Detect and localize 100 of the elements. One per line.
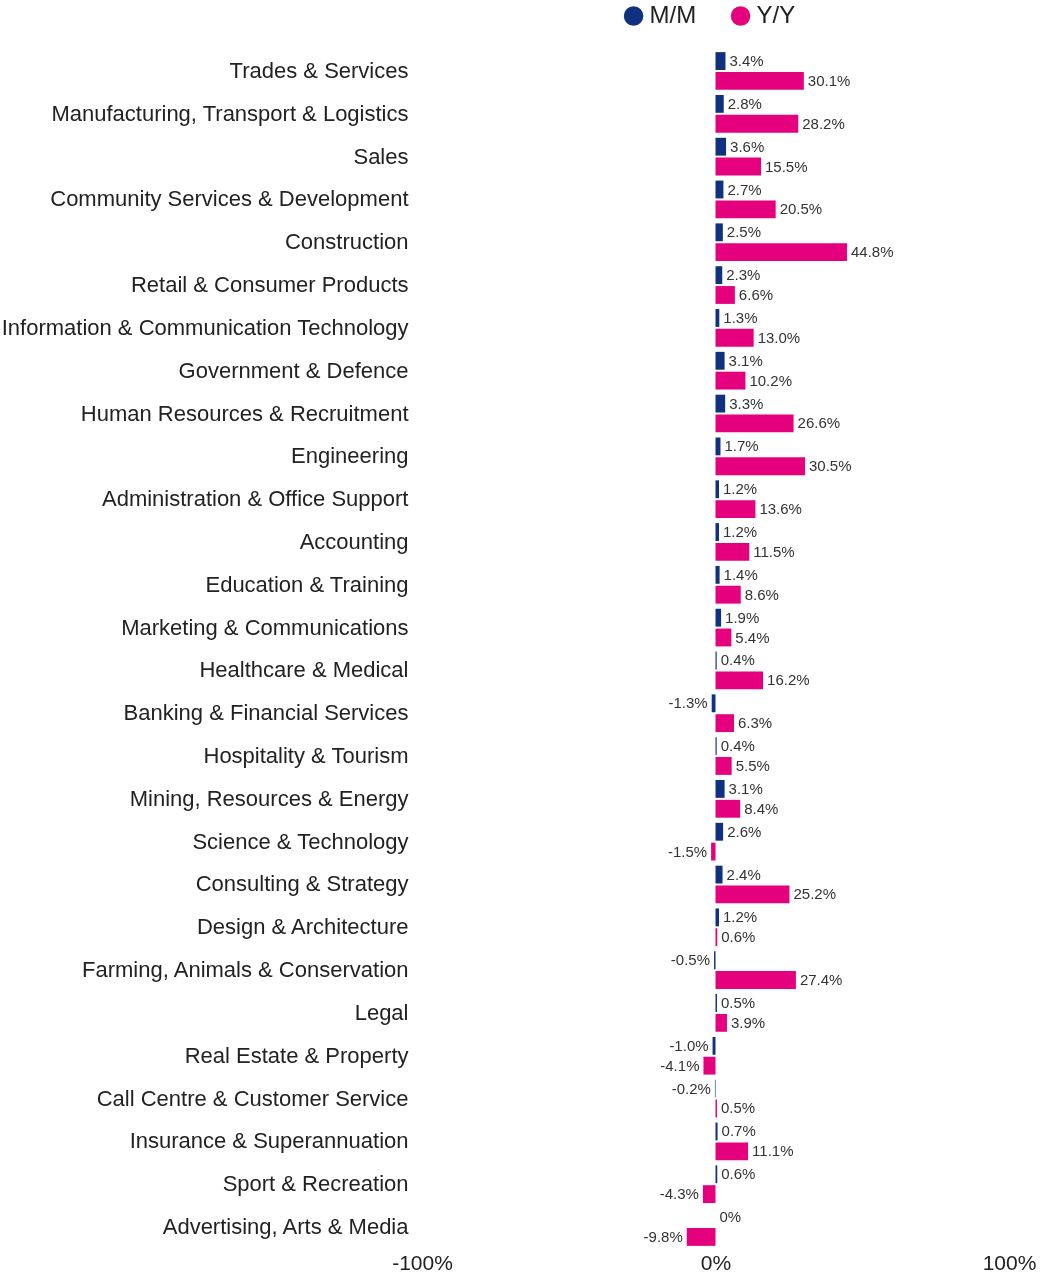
y-tick-label: Manufacturing, Transport & Logistics — [51, 100, 409, 126]
data-label: 1.9% — [725, 608, 760, 626]
x-tick-label: 100% — [982, 1250, 1037, 1274]
bar — [715, 223, 723, 242]
y-tick-label: Insurance & Superannuation — [129, 1128, 409, 1154]
y-tick-label: Community Services & Development — [50, 186, 409, 212]
data-label: 1.2% — [723, 908, 758, 926]
data-label: 3.6% — [730, 137, 765, 155]
bar — [715, 1122, 718, 1141]
data-label: -4.3% — [659, 1185, 699, 1203]
data-label: 10.2% — [749, 371, 792, 389]
data-label: 0.6% — [721, 928, 756, 946]
y-tick-label: Consulting & Strategy — [195, 871, 409, 897]
y-tick-label: Farming, Animals & Conservation — [82, 957, 409, 983]
y-tick-label: Real Estate & Property — [184, 1042, 409, 1068]
data-label: 8.6% — [744, 585, 779, 603]
data-label: 1.2% — [723, 480, 758, 498]
bar — [715, 799, 741, 818]
data-label: 16.2% — [767, 671, 810, 689]
y-tick-label: Retail & Consumer Products — [130, 272, 409, 298]
y-tick-label: Administration & Office Support — [101, 486, 409, 512]
data-label: -9.8% — [643, 1227, 683, 1245]
data-label: 5.5% — [735, 756, 770, 774]
y-tick-label: Human Resources & Recruitment — [80, 400, 409, 426]
data-label: 28.2% — [802, 114, 845, 132]
data-label: 0.4% — [720, 737, 755, 755]
data-label: 3.1% — [728, 779, 763, 797]
bar — [715, 114, 799, 133]
data-label: 0.5% — [720, 1099, 756, 1117]
y-tick-label: Legal — [354, 999, 409, 1025]
data-label: 5.4% — [735, 628, 770, 646]
data-label: 27.4% — [799, 971, 843, 989]
bar — [702, 1185, 716, 1204]
bar — [715, 500, 756, 518]
data-label: -1.0% — [669, 1036, 709, 1054]
data-label: 30.5% — [809, 457, 852, 475]
data-label: 2.3% — [726, 266, 761, 284]
y-tick-label: Construction — [284, 229, 409, 255]
data-label: 13.6% — [759, 500, 802, 518]
x-tick-label: 0% — [700, 1250, 732, 1274]
y-tick-label: Hospitality & Tourism — [203, 743, 409, 769]
bar — [715, 457, 806, 476]
data-label: 6.6% — [738, 285, 774, 303]
data-label: 1.4% — [723, 565, 758, 583]
data-label: 2.5% — [726, 223, 762, 241]
data-label: 25.2% — [793, 885, 837, 903]
data-label: -0.2% — [671, 1079, 711, 1097]
bar — [715, 137, 727, 156]
data-label: 1.2% — [723, 523, 758, 541]
data-label: 3.9% — [730, 1013, 766, 1031]
data-label: 26.6% — [797, 414, 841, 432]
y-tick-label: Science & Technology — [192, 828, 409, 854]
y-tick-label: Marketing & Communications — [121, 614, 409, 640]
bar — [715, 780, 725, 798]
bar — [715, 1013, 727, 1032]
data-label: 11.5% — [753, 542, 795, 560]
data-label: 2.6% — [727, 822, 762, 840]
y-tick-label: Sales — [353, 143, 409, 169]
bar — [711, 842, 716, 861]
data-label: 11.1% — [752, 1142, 794, 1160]
bar — [715, 394, 726, 413]
data-label: 30.1% — [807, 71, 851, 89]
data-label: 20.5% — [779, 200, 823, 218]
data-label: 0.4% — [720, 651, 755, 669]
y-tick-label: Trades & Services — [229, 57, 409, 83]
bar — [712, 1036, 716, 1055]
bar — [711, 694, 716, 713]
legend-label: Y/Y — [756, 1, 796, 28]
bar — [703, 1056, 716, 1075]
data-label: 0.6% — [721, 1165, 756, 1183]
data-label: 0.5% — [720, 994, 756, 1012]
data-label: -1.3% — [668, 694, 708, 712]
bar — [715, 714, 734, 733]
y-tick-label: Accounting — [299, 528, 409, 554]
bar — [715, 885, 790, 904]
y-tick-label: Design & Architecture — [196, 914, 409, 940]
y-tick-label: Engineering — [291, 443, 409, 469]
data-label: 0.7% — [721, 1122, 756, 1140]
data-label: -1.5% — [667, 842, 708, 860]
data-label: 8.4% — [744, 799, 779, 817]
bar — [715, 971, 796, 989]
bar — [715, 565, 720, 584]
bar — [715, 243, 847, 262]
bar — [715, 52, 726, 70]
x-tick-label: -100% — [392, 1250, 453, 1274]
bar — [715, 757, 732, 775]
data-label: -4.1% — [660, 1056, 700, 1074]
data-label: 3.4% — [729, 52, 764, 70]
bar — [715, 865, 723, 884]
bar — [715, 542, 750, 561]
bar — [715, 414, 794, 433]
bar — [715, 328, 754, 347]
bar — [715, 608, 722, 627]
y-tick-label: Call Centre & Customer Service — [96, 1085, 409, 1111]
data-label: 3.3% — [729, 394, 764, 412]
data-label: -0.5% — [670, 951, 711, 969]
data-label: 2.7% — [727, 180, 762, 198]
data-label: 2.4% — [726, 865, 761, 883]
legend-label: M/M — [649, 1, 697, 28]
data-label: 44.8% — [850, 243, 894, 261]
